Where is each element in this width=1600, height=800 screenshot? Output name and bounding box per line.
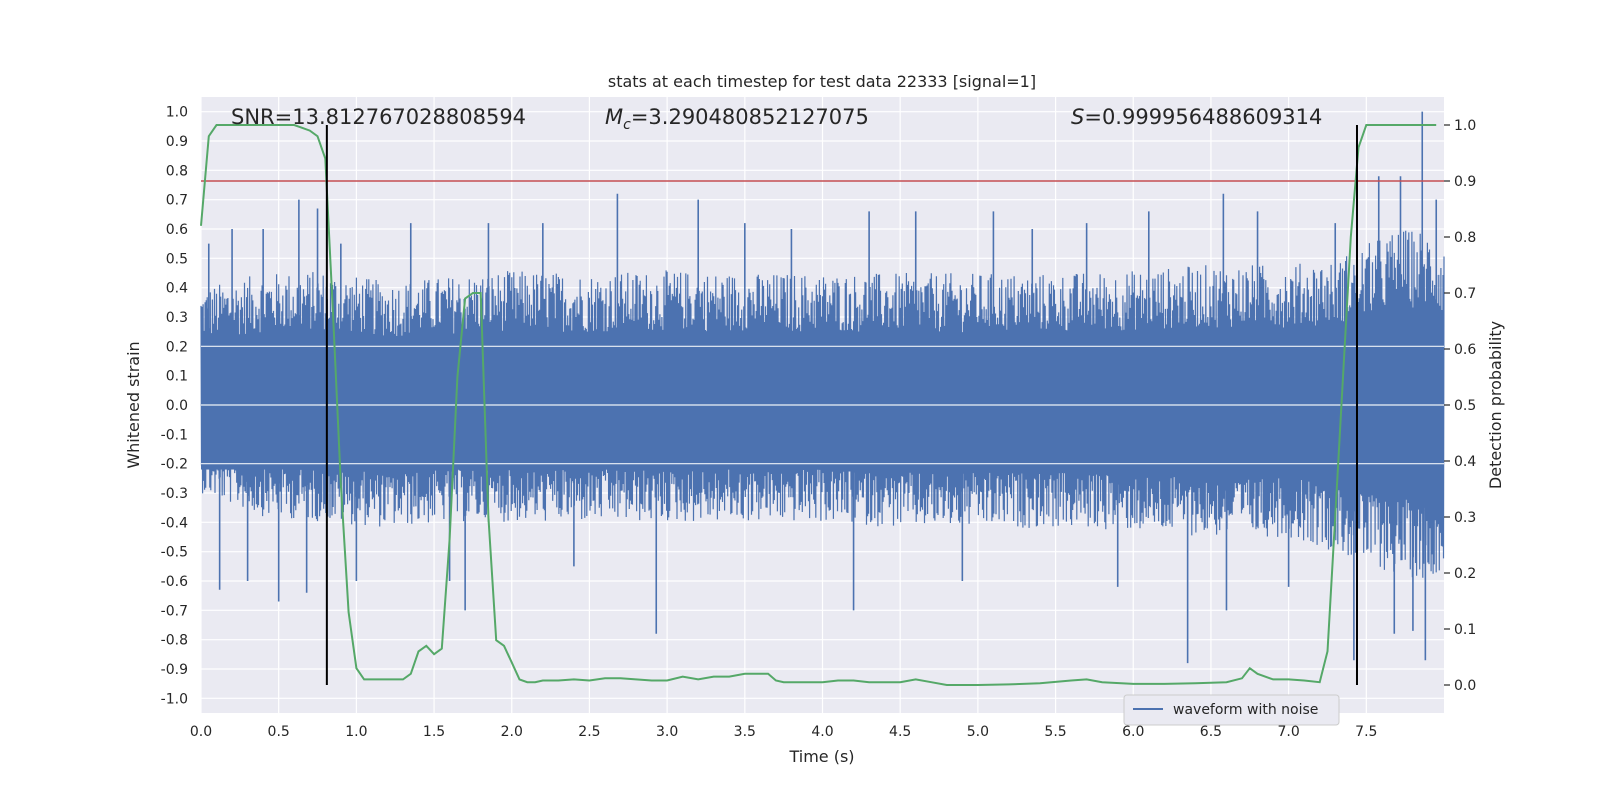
y2-tick-label: 0.1 xyxy=(1454,622,1476,638)
y-tick-label: -0.7 xyxy=(161,603,188,619)
y-tick-label: 0.4 xyxy=(166,281,188,297)
y-tick-label: 0.6 xyxy=(166,222,188,238)
ticks: 0.0 0.5 1.0 1.5 2.0 2.5 3.0 3.5 4.0 4.5 5.0 5.5 6.0 6… xyxy=(161,105,1477,740)
waveform-series xyxy=(200,111,1445,664)
x-tick-label: 7.0 xyxy=(1277,724,1299,740)
x-tick-label: 3.0 xyxy=(656,724,678,740)
y-axis-label: Whitened strain xyxy=(124,341,143,468)
y-tick-label: 0.5 xyxy=(166,251,188,267)
y-tick-label: 1.0 xyxy=(166,105,188,121)
x-tick-label: 0.0 xyxy=(190,724,212,740)
y-tick-label: 0.3 xyxy=(166,310,188,326)
x-tick-label: 1.5 xyxy=(423,724,445,740)
mc-symbol: M xyxy=(605,105,623,129)
y2-tick-label: 0.4 xyxy=(1454,454,1476,470)
y-tick-label: -0.4 xyxy=(161,515,188,531)
y2-tick-label: 0.7 xyxy=(1454,286,1476,302)
legend-label: waveform with noise xyxy=(1173,702,1318,718)
y2-axis-label: Detection probability xyxy=(1486,321,1505,489)
x-tick-label: 6.0 xyxy=(1122,724,1144,740)
probability-line xyxy=(200,124,1437,686)
x-tick-label: 2.5 xyxy=(578,724,600,740)
s-value: =0.999956488609314 xyxy=(1084,105,1322,129)
marker-lines xyxy=(325,125,1358,685)
waveform-core xyxy=(201,346,1444,470)
y2-tick-label: 0.2 xyxy=(1454,566,1476,582)
y-tick-label: -0.6 xyxy=(161,574,188,590)
y-tick-label: -0.3 xyxy=(161,486,188,502)
y2-tick-label: 0.3 xyxy=(1454,510,1476,526)
y-tick-label: -0.9 xyxy=(161,662,188,678)
chart-title: stats at each timestep for test data 223… xyxy=(608,72,1036,91)
x-tick-label: 7.5 xyxy=(1355,724,1377,740)
y2-tick-label: 0.6 xyxy=(1454,342,1476,358)
x-tick-label: 0.5 xyxy=(268,724,290,740)
x-tick-label: 2.0 xyxy=(501,724,523,740)
y2-tick-label: 0.5 xyxy=(1454,398,1476,414)
y-tick-label: 0.2 xyxy=(166,339,188,355)
legend: waveform with noise xyxy=(1123,694,1340,726)
x-axis-label: Time (s) xyxy=(788,747,854,766)
mc-value: =3.290480852127075 xyxy=(631,105,869,129)
y-tick-label: -0.1 xyxy=(161,427,188,443)
y-tick-label: 0.1 xyxy=(166,369,188,385)
x-tick-label: 6.5 xyxy=(1200,724,1222,740)
x-tick-label: 4.5 xyxy=(889,724,911,740)
y-tick-label: -0.5 xyxy=(161,545,188,561)
x-tick-label: 4.0 xyxy=(811,724,833,740)
y2-tick-label: 0.8 xyxy=(1454,230,1476,246)
x-tick-label: 3.5 xyxy=(734,724,756,740)
y-tick-label: -1.0 xyxy=(161,691,188,707)
legend-box xyxy=(1123,694,1340,726)
x-tick-label: 5.0 xyxy=(967,724,989,740)
x-tick-label: 1.0 xyxy=(345,724,367,740)
y2-tick-label: 0.0 xyxy=(1454,678,1476,694)
y-tick-label: -0.2 xyxy=(161,457,188,473)
snr-annotation: SNR=13.812767028808594 xyxy=(231,105,526,129)
y-tick-label: 0.8 xyxy=(166,163,188,179)
mc-annotation: Mc=3.290480852127075 xyxy=(605,105,869,133)
waveform-line xyxy=(200,230,1445,578)
probability-series xyxy=(200,124,1437,686)
mc-subscript: c xyxy=(623,117,631,133)
s-symbol: S xyxy=(1071,105,1084,129)
x-tick-label: 5.5 xyxy=(1044,724,1066,740)
y2-tick-label: 1.0 xyxy=(1454,118,1476,134)
y-tick-label: -0.8 xyxy=(161,633,188,649)
s-annotation: S=0.999956488609314 xyxy=(1071,105,1322,129)
y-tick-label: 0.9 xyxy=(166,134,188,150)
y2-tick-label: 0.9 xyxy=(1454,174,1476,190)
y-tick-label: 0.0 xyxy=(166,398,188,414)
y-tick-label: 0.7 xyxy=(166,193,188,209)
